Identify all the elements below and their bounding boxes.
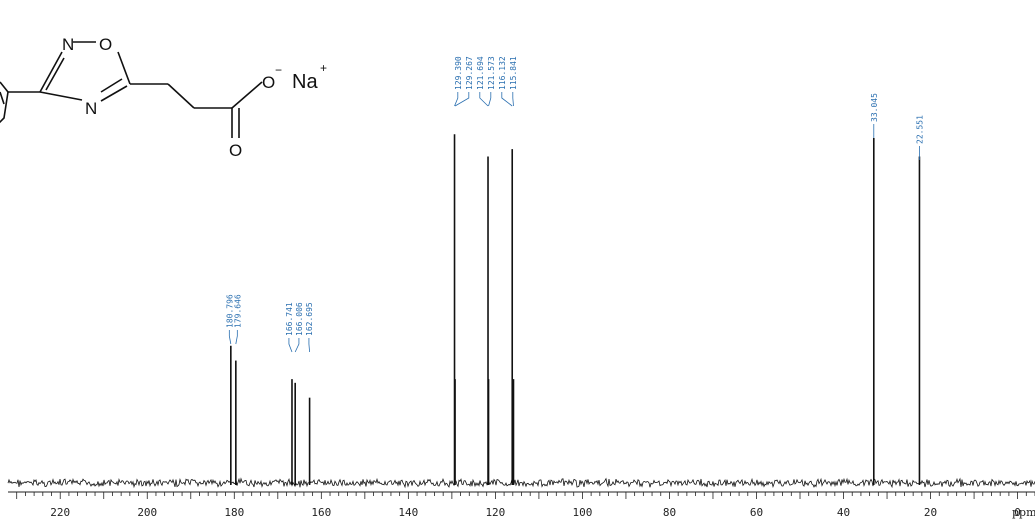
peak-leader-10: [512, 92, 514, 107]
molecule-labels: N O N O − Na + O: [62, 35, 327, 160]
atom-o-ring: O: [99, 35, 112, 54]
x-tick-label: 100: [572, 506, 592, 519]
x-tick-label: 220: [50, 506, 70, 519]
peak-label-10: 115.841: [509, 56, 518, 90]
peak-label-8: 121.573: [487, 56, 496, 90]
peak-leader-3: [294, 338, 300, 353]
atom-o-carbonyl: O: [229, 141, 242, 160]
peak-label-7: 121.694: [476, 56, 485, 90]
peak-label-9: 116.132: [498, 56, 507, 90]
peak-leader-6: [454, 92, 470, 107]
peak-leader-0: [228, 330, 232, 345]
x-tick-label: 120: [485, 506, 505, 519]
peaks: [230, 134, 921, 485]
x-tick-label: 160: [311, 506, 331, 519]
peak-leader-1: [235, 330, 238, 345]
peak-leader-9: [501, 92, 513, 107]
peak-label-1: 179.646: [233, 294, 242, 328]
peak-leader-8: [488, 92, 492, 107]
x-axis-unit: ppm: [1012, 506, 1035, 519]
peak-label-11: 33.045: [870, 93, 879, 122]
x-tick-label: 40: [837, 506, 850, 519]
x-tick-label: 60: [750, 506, 763, 519]
peak-label-6: 129.267: [465, 56, 474, 90]
peak-labels: 180.796 179.646 166.741 166.006 162.695 129.3…: [225, 56, 924, 353]
baseline: [7, 477, 1035, 489]
molecule-structure: [0, 41, 263, 138]
x-tick-label: 180: [224, 506, 244, 519]
cation-charge: +: [320, 61, 327, 75]
peak-label-0: 180.796: [225, 294, 234, 328]
x-tick-label: 0: [1014, 506, 1021, 519]
anion-charge: −: [275, 63, 282, 77]
peak-label-4: 162.695: [305, 302, 314, 336]
peak-label-2: 166.741: [285, 302, 294, 336]
x-tick-label: 80: [663, 506, 676, 519]
peak-leader-7: [479, 92, 489, 107]
x-tick-label: 140: [398, 506, 418, 519]
atom-n-top: N: [62, 35, 74, 54]
peak-leader-4: [308, 338, 310, 353]
baseline-noise: [7, 477, 1035, 489]
peak-label-12: 22.551: [915, 115, 924, 144]
peak-leader-2: [288, 338, 293, 353]
peak-label-3: 166.006: [295, 302, 304, 336]
atom-n-bottom: N: [85, 99, 97, 118]
peak-leader-5: [454, 92, 459, 107]
peak-label-5: 129.390: [454, 56, 463, 90]
atom-o-anion: O: [262, 73, 275, 92]
x-tick-label: 20: [924, 506, 937, 519]
atom-sodium: Na: [292, 71, 318, 93]
x-tick-label: 200: [137, 506, 157, 519]
